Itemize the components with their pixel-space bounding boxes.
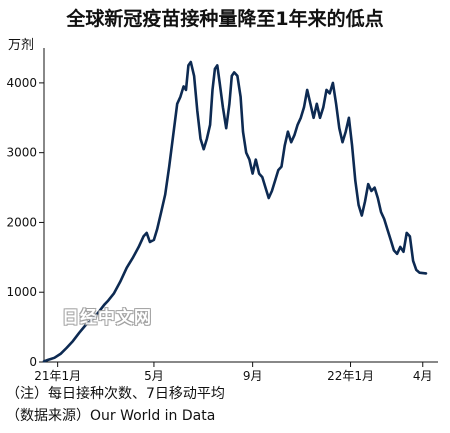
chart-source: （数据来源）Our World in Data <box>6 408 216 424</box>
x-tick-label: 5月 <box>144 369 164 383</box>
y-tick-label: 0 <box>29 355 37 369</box>
x-axis-ticks: 21年1月 5月 9月 22年1月 4月 <box>34 362 433 383</box>
chart-note: （注）每日接种次数、7日移动平均 <box>6 386 225 402</box>
y-tick-label: 1000 <box>6 285 37 299</box>
y-tick-label: 4000 <box>6 76 37 90</box>
y-axis-ticks: 0 1000 2000 3000 4000 <box>6 76 44 369</box>
y-tick-label: 2000 <box>6 215 37 229</box>
series-line <box>42 60 428 363</box>
y-tick-label: 3000 <box>6 146 37 160</box>
watermark-logo: 日经中文网 <box>62 308 152 328</box>
x-tick-label: 21年1月 <box>34 369 81 383</box>
x-tick-label: 4月 <box>413 369 433 383</box>
x-tick-label: 9月 <box>243 369 263 383</box>
chart-title: 全球新冠疫苗接种量降至1年来的低点 <box>66 8 384 30</box>
y-axis-label: 万剂 <box>8 38 34 53</box>
x-tick-label: 22年1月 <box>327 369 374 383</box>
